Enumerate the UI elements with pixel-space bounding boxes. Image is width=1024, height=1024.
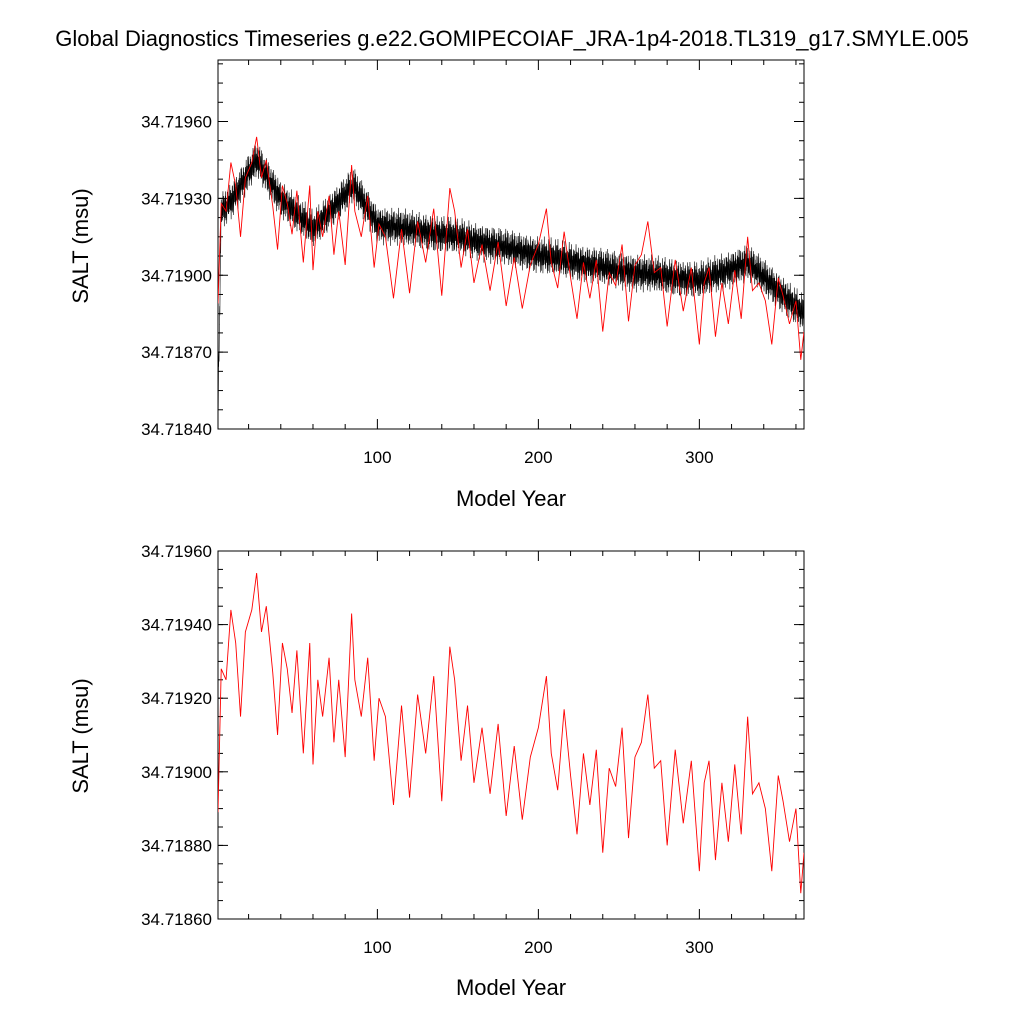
y-tick-label: 34.71870 xyxy=(141,343,212,362)
x-tick-label: 300 xyxy=(685,448,713,467)
top-x-axis-label: Model Year xyxy=(456,486,566,511)
y-tick-label: 34.71920 xyxy=(141,689,212,708)
black-monthly-line xyxy=(218,145,804,417)
x-tick-label: 300 xyxy=(685,938,713,957)
x-tick-label: 200 xyxy=(524,448,552,467)
red-annual-mean-line xyxy=(218,573,804,894)
x-tick-label: 100 xyxy=(363,938,391,957)
top-series-group xyxy=(218,136,804,417)
bottom-x-axis-label: Model Year xyxy=(456,975,566,1000)
y-tick-label: 34.71940 xyxy=(141,616,212,635)
bottom-plot-frame xyxy=(217,550,805,920)
y-tick-label: 34.71860 xyxy=(141,910,212,929)
y-tick-label: 34.71900 xyxy=(141,763,212,782)
y-tick-label: 34.71960 xyxy=(141,542,212,561)
y-tick-label: 34.71880 xyxy=(141,836,212,855)
bottom-series-group xyxy=(218,573,804,894)
top-y-axis-label: SALT (msu) xyxy=(68,188,93,303)
top-axis-ticks: 34.71840 34.71870 34.71900 34.71930 34.71960… xyxy=(141,60,804,467)
x-tick-label: 200 xyxy=(524,938,552,957)
top-panel: 34.71840 34.71870 34.71900 34.71930 34.71960… xyxy=(68,59,805,511)
top-plot-frame xyxy=(217,59,805,430)
y-tick-label: 34.71960 xyxy=(141,113,212,132)
y-tick-label: 34.71930 xyxy=(141,189,212,208)
bottom-axis-ticks: 34.71860 34.71880 34.71900 34.71920 34.71940… xyxy=(141,542,804,957)
y-tick-label: 34.71900 xyxy=(141,266,212,285)
red-annual-mean-line xyxy=(218,136,804,360)
x-tick-label: 100 xyxy=(363,448,391,467)
y-tick-label: 34.71840 xyxy=(141,420,212,439)
figure-title: Global Diagnostics Timeseries g.e22.GOMI… xyxy=(55,26,969,51)
bottom-y-axis-label: SALT (msu) xyxy=(68,678,93,793)
bottom-panel: 34.71860 34.71880 34.71900 34.71920 34.71940… xyxy=(68,542,805,1000)
